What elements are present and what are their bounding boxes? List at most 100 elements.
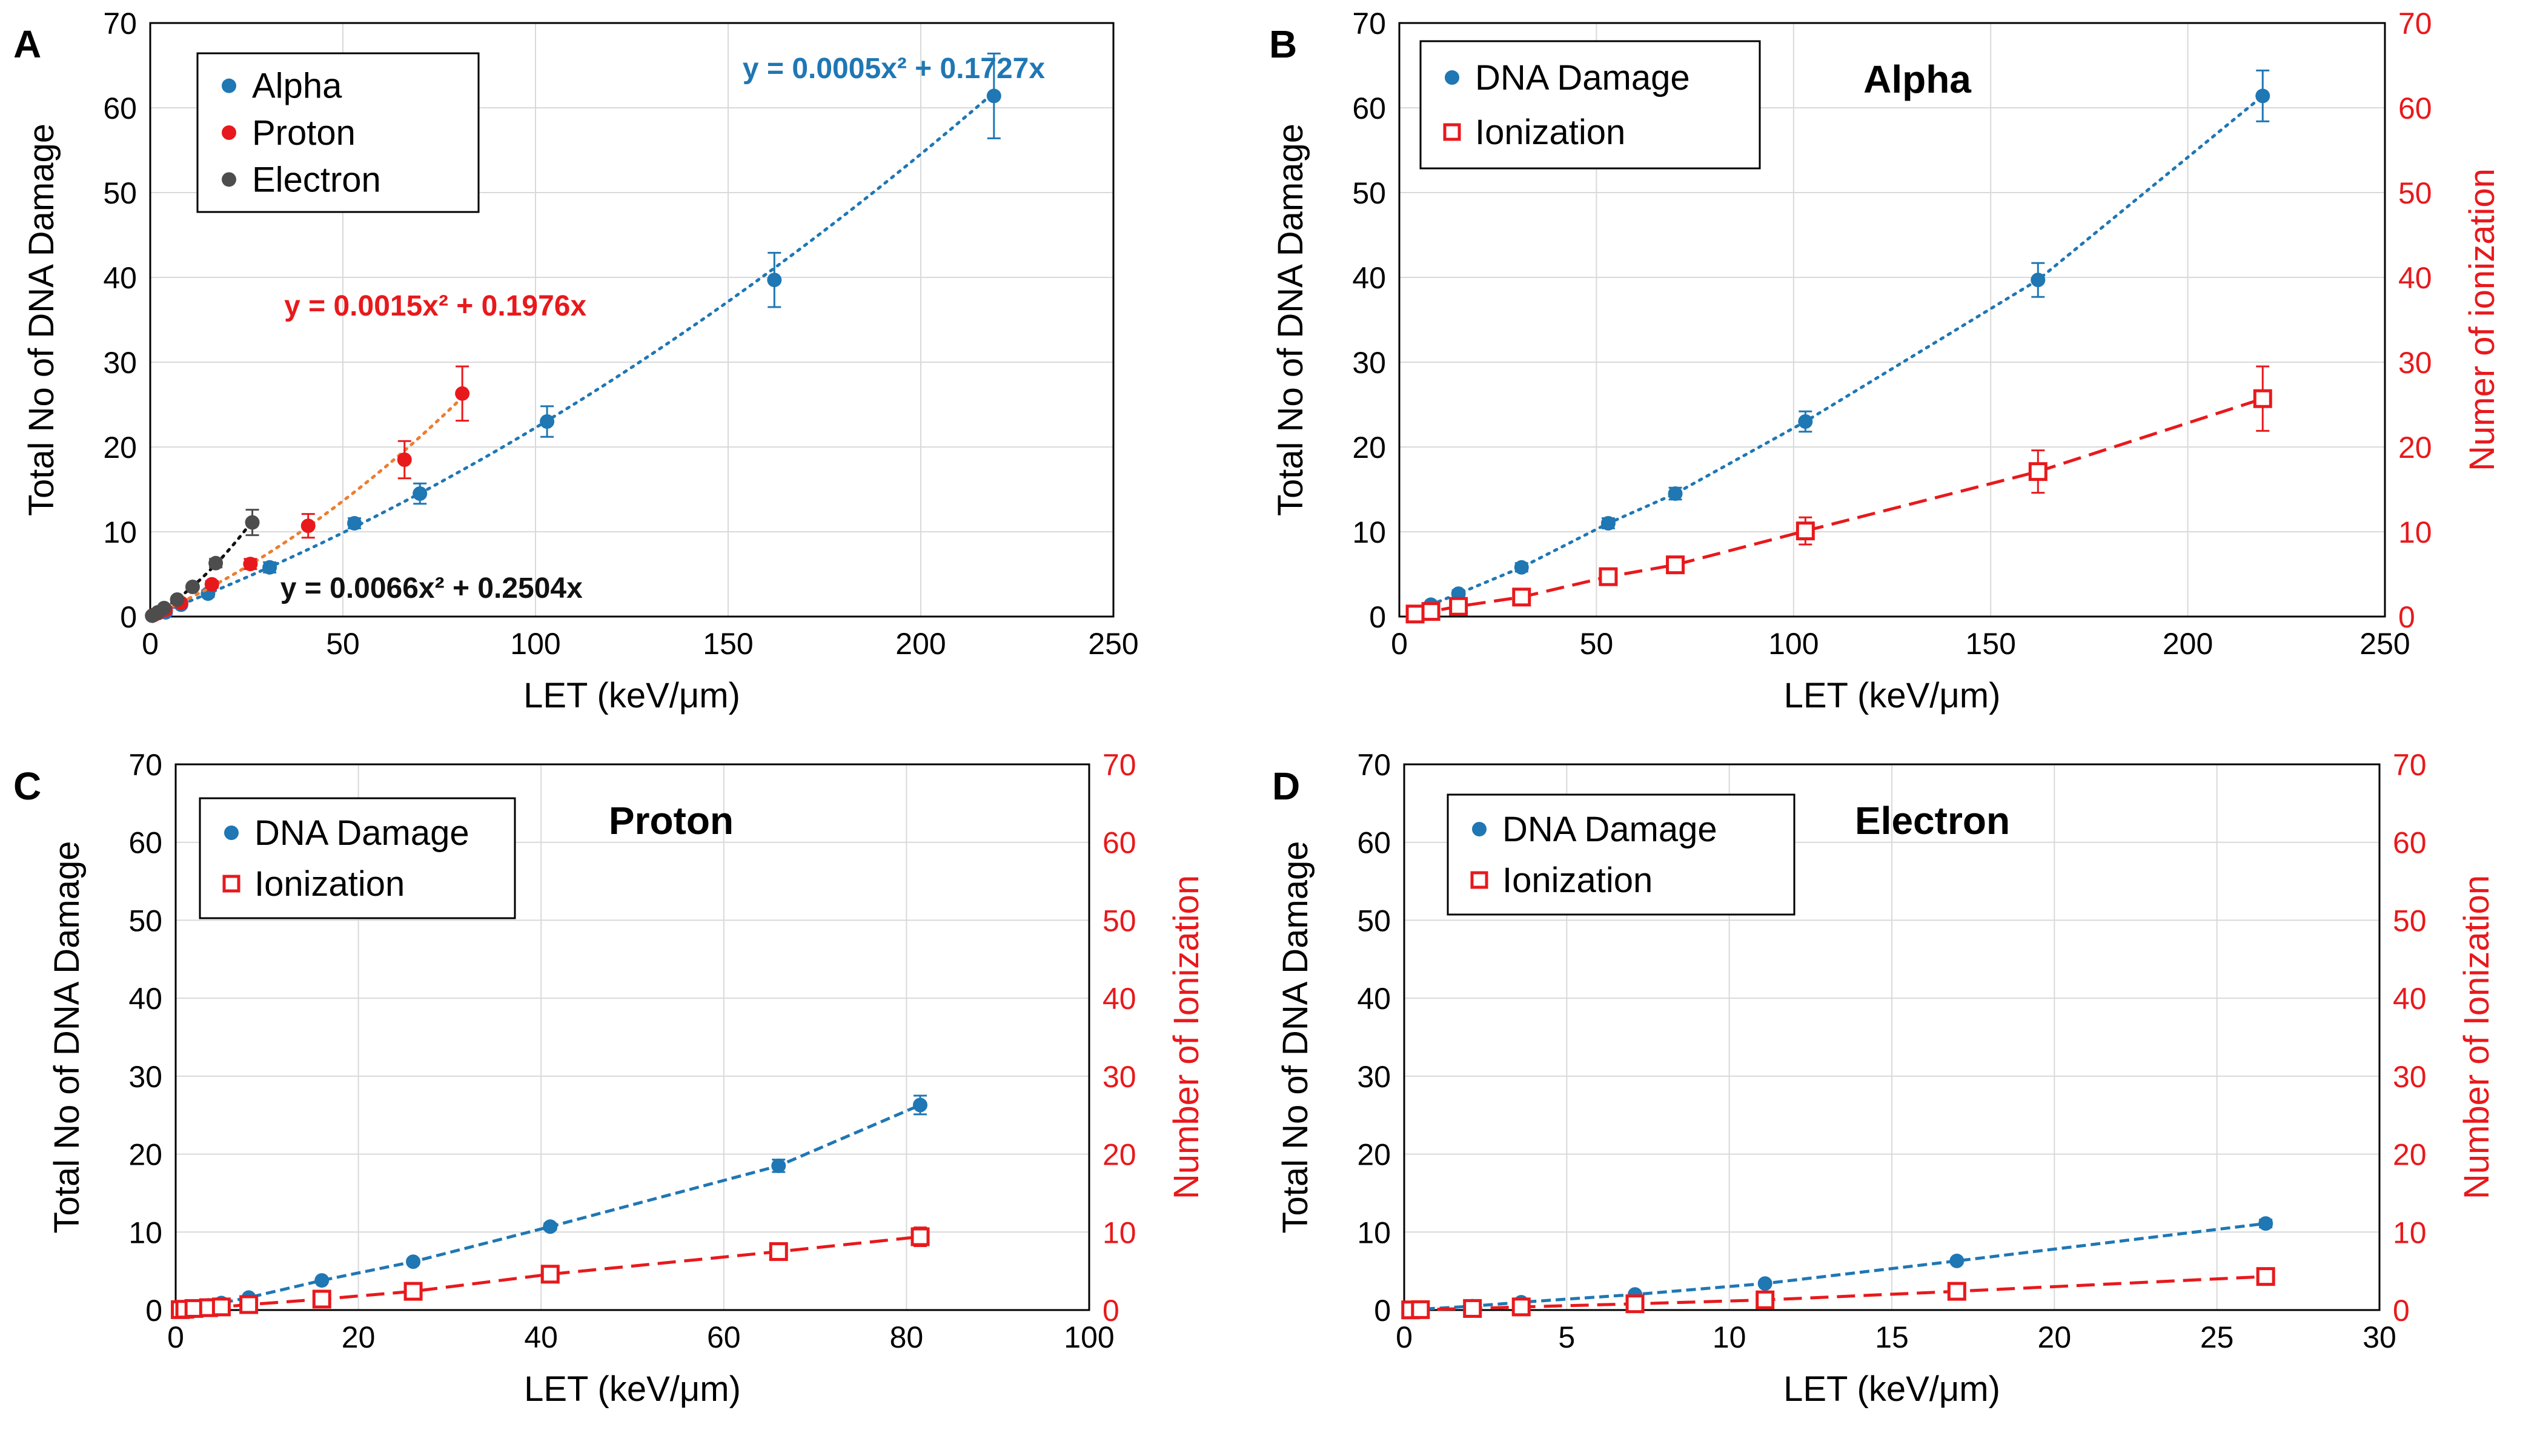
x-tick-label: 100 <box>1064 1320 1114 1354</box>
y-tick-label: 30 <box>103 346 137 380</box>
data-point <box>1796 521 1815 541</box>
legend-box <box>196 52 480 213</box>
chart-panel-c: C0 20 40 60 80 100010203040506070010203040506… <box>13 748 1206 1409</box>
y-tick-label: 10 <box>128 1216 162 1249</box>
data-point <box>1600 516 1616 531</box>
data-point <box>243 557 258 572</box>
y-axis-title: Total No of DNA Damage <box>22 124 61 516</box>
plot-frame <box>1398 22 2386 618</box>
data-point <box>300 518 316 534</box>
y2-tick-label: 70 <box>1103 748 1136 782</box>
y-tick-label: 70 <box>103 7 137 41</box>
y2-tick-label: 60 <box>2398 91 2432 125</box>
y-tick-label: 60 <box>128 826 162 860</box>
x-tick-label: 30 <box>2363 1320 2396 1354</box>
y-tick-label: 20 <box>1357 1138 1391 1172</box>
x-tick-label: 250 <box>2359 627 2410 661</box>
data-point <box>1599 567 1618 586</box>
y2-tick-label: 50 <box>2398 176 2432 210</box>
y-tick-label: 50 <box>1352 176 1386 210</box>
data-point <box>185 580 200 594</box>
x-tick-label: 200 <box>895 627 946 661</box>
y2-tick-label: 40 <box>1103 982 1136 1016</box>
legend-swatch <box>222 78 236 93</box>
legend-swatch <box>1445 70 1459 85</box>
y2-tick-label: 20 <box>2398 431 2432 465</box>
data-point <box>2031 273 2046 288</box>
data-point <box>1625 1294 1645 1314</box>
y2-tick-label: 20 <box>2393 1138 2427 1172</box>
data-point <box>2258 1216 2273 1231</box>
series-line <box>180 1104 921 1311</box>
data-point <box>1666 555 1685 575</box>
x-tick-label: 0 <box>1391 627 1408 661</box>
data-point <box>1756 1290 1775 1309</box>
panel-letter: D <box>1272 764 1300 808</box>
plot-frame <box>149 22 1115 618</box>
y-tick-label: 0 <box>120 600 137 634</box>
series-line <box>1413 94 2264 614</box>
y2-tick-label: 0 <box>2393 1294 2410 1328</box>
legend-label: Ionization <box>1475 113 1625 152</box>
legend-box <box>1419 40 1761 170</box>
data-point <box>1411 1300 1430 1319</box>
trend-line <box>148 91 996 618</box>
series-ionization <box>171 1226 930 1319</box>
y2-tick-label: 10 <box>2393 1216 2427 1249</box>
data-point <box>1511 1297 1531 1317</box>
x-tick-label: 200 <box>2163 627 2213 661</box>
panel-letter: A <box>13 22 41 66</box>
y-tick-label: 60 <box>1352 91 1386 125</box>
data-point <box>208 555 224 571</box>
legend-label: Electron <box>252 160 381 199</box>
data-point <box>1405 604 1425 624</box>
data-point <box>771 1158 786 1173</box>
y-tick-label: 50 <box>103 176 137 210</box>
y2-tick-label: 50 <box>2393 904 2427 938</box>
y-axis-title: Total No of DNA Damage <box>1276 841 1315 1234</box>
y-tick-label: 70 <box>1352 7 1386 41</box>
y-tick-label: 0 <box>145 1294 162 1328</box>
legend: DNA Damage Ionization <box>199 797 516 919</box>
data-point <box>1668 486 1683 501</box>
data-point <box>913 1097 928 1113</box>
data-point <box>204 577 219 592</box>
data-point <box>406 1254 421 1269</box>
data-point <box>1947 1282 1966 1301</box>
y2-tick-label: 40 <box>2398 261 2432 295</box>
x-tick-label: 20 <box>2038 1320 2072 1354</box>
y2-axis-title: Number of Ionization <box>1167 875 1206 1199</box>
data-point <box>2256 1267 2275 1286</box>
legend-swatch <box>224 826 239 840</box>
series-line <box>1414 397 2264 616</box>
x-tick-label: 0 <box>142 627 159 661</box>
legend-swatch <box>1470 871 1488 889</box>
y-tick-label: 40 <box>1357 982 1391 1016</box>
legend-label: Proton <box>252 113 356 153</box>
data-point <box>1949 1253 1965 1268</box>
x-tick-label: 0 <box>1396 1320 1413 1354</box>
y-tick-label: 30 <box>1357 1060 1391 1094</box>
panel-title: Alpha <box>1863 58 1971 101</box>
legend-swatch <box>222 172 236 187</box>
data-point <box>397 452 412 467</box>
y2-tick-label: 10 <box>2398 515 2432 549</box>
data-point <box>413 486 428 501</box>
x-tick-label: 100 <box>1768 627 1819 661</box>
legend: DNA Damage Ionization <box>1419 40 1761 170</box>
legend-box <box>1447 793 1796 916</box>
legend-label: Alpha <box>252 67 342 106</box>
x-axis-title: LET (keV/μm) <box>1783 1369 2000 1409</box>
data-point <box>767 273 782 288</box>
fit-equation: y = 0.0066x² + 0.2504x <box>280 572 583 604</box>
data-point <box>239 1295 259 1314</box>
y2-tick-label: 50 <box>1103 904 1136 938</box>
x-tick-label: 80 <box>890 1320 924 1354</box>
panel-title: Electron <box>1855 799 2010 842</box>
x-tick-label: 25 <box>2200 1320 2234 1354</box>
y-tick-label: 70 <box>1357 748 1391 782</box>
data-point <box>455 386 470 401</box>
data-point <box>262 560 277 575</box>
data-point <box>1757 1276 1772 1291</box>
